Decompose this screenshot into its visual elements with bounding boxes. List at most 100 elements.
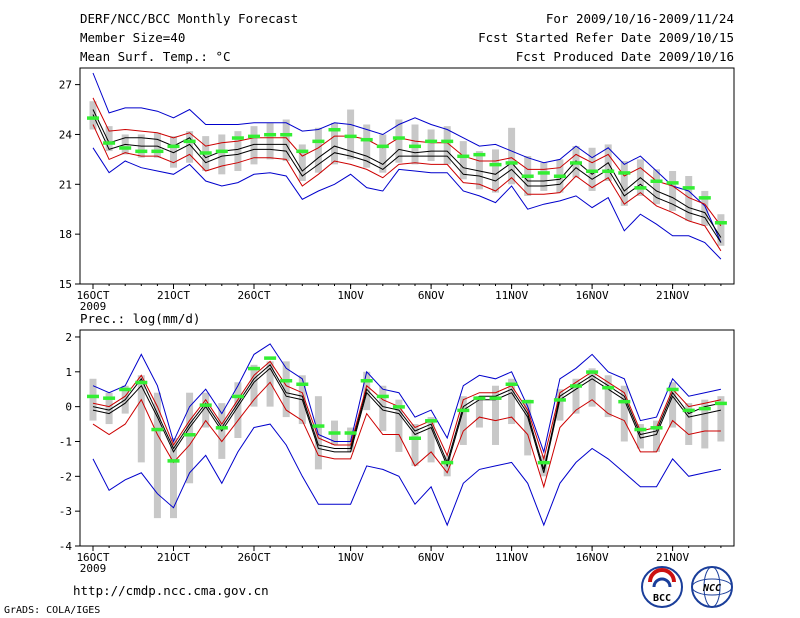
obs-marker	[103, 396, 116, 400]
x-year-label: 2009	[80, 300, 107, 313]
obs-marker	[634, 186, 647, 190]
series-lower_spread-line	[92, 381, 721, 489]
x-tick-label: 26OCT	[237, 289, 270, 302]
ensemble-box	[202, 392, 210, 428]
series-lower-line	[92, 114, 722, 243]
ensemble-box	[218, 134, 226, 175]
obs-marker	[151, 149, 164, 154]
obs-marker	[425, 139, 438, 144]
temperature-chart: 15 18 21 24 27 16OCT 21OCT 26OCT 1NOV 6NOV 11NOV 16…	[59, 72, 727, 313]
y-tick-label: 2	[65, 331, 72, 344]
ensemble-box	[717, 396, 725, 442]
ensemble-box	[653, 420, 660, 452]
ensemble-box	[411, 424, 419, 466]
series-max-line	[92, 343, 722, 454]
ensemble-box	[540, 455, 548, 477]
ensemble-box	[508, 378, 516, 425]
ensemble-box	[475, 396, 483, 428]
ensemble-box	[524, 399, 532, 456]
series-upper-line	[92, 360, 722, 461]
obs-marker	[521, 174, 534, 178]
ensemble-box	[572, 378, 580, 414]
x-tick-label: 11NOV	[495, 289, 528, 302]
obs-marker	[167, 144, 180, 149]
ensemble-box	[266, 122, 274, 160]
obs-marker	[409, 144, 421, 149]
series-upper-line	[92, 97, 722, 227]
obs-marker	[457, 154, 470, 159]
obs-marker	[296, 382, 309, 386]
ensemble-box	[234, 131, 242, 172]
precip-plot-frame	[79, 329, 735, 547]
obs-marker	[586, 169, 599, 174]
ensemble-box	[492, 149, 499, 193]
obs-marker	[714, 221, 727, 225]
ensemble-box	[186, 392, 194, 484]
obs-marker	[409, 436, 421, 440]
ensemble-box	[379, 385, 387, 432]
x-tick-label: 16OCT	[76, 551, 109, 564]
y-tick-label: 0	[65, 401, 72, 414]
obs-marker	[296, 149, 309, 154]
obs-marker	[392, 405, 405, 409]
obs-marker	[570, 384, 582, 388]
ensemble-box	[170, 136, 177, 168]
obs-marker	[489, 396, 502, 400]
x-tick-label: 1NOV	[337, 289, 364, 302]
obs-marker	[135, 149, 148, 154]
obs-marker	[183, 433, 196, 437]
obs-marker	[215, 149, 228, 154]
ensemble-box	[395, 119, 403, 163]
ensemble-box	[282, 119, 290, 162]
x-tick-label: 6NOV	[418, 289, 445, 302]
obs-marker	[392, 136, 405, 140]
ensemble-box	[540, 162, 548, 191]
produced-date-label: Fcst Produced Date 2009/10/16	[516, 49, 734, 64]
x-tick-label: 16OCT	[76, 289, 109, 302]
x-tick-label: 16NOV	[576, 551, 609, 564]
obs-marker	[553, 174, 566, 178]
source-url[interactable]: http://cmdp.ncc.cma.gov.cn	[73, 583, 269, 598]
grads-credit: GrADS: COLA/IGES	[4, 605, 100, 616]
ncc-logo-text: NCC	[702, 583, 721, 594]
ensemble-box	[250, 364, 258, 407]
ensemble-box	[508, 127, 516, 185]
obs-marker	[360, 379, 373, 383]
ensemble-box	[105, 126, 113, 152]
obs-marker	[425, 419, 438, 423]
y-tick-label: 15	[59, 278, 72, 291]
y-tick-label: 1	[65, 366, 72, 379]
obs-marker	[344, 134, 357, 139]
ensemble-box	[427, 129, 435, 162]
ensemble-box	[669, 382, 677, 428]
series-min-line	[92, 423, 722, 527]
y-tick-label: -4	[59, 540, 73, 553]
y-tick-label: -3	[59, 505, 72, 518]
y-tick-label: 18	[59, 228, 72, 241]
obs-marker	[312, 139, 325, 144]
ensemble-box	[153, 132, 161, 158]
obs-marker	[570, 161, 582, 165]
ncc-logo: NCC	[691, 566, 733, 608]
obs-marker	[151, 427, 164, 432]
obs-marker	[489, 162, 502, 167]
x-tick-label: 21OCT	[157, 551, 190, 564]
obs-marker	[87, 116, 99, 120]
obs-marker	[183, 139, 196, 144]
ensemble-box	[186, 131, 194, 163]
obs-marker	[328, 431, 341, 435]
obs-marker	[376, 144, 389, 149]
obs-marker	[618, 399, 631, 404]
obs-marker	[650, 426, 663, 430]
ensemble-box	[153, 392, 161, 519]
obs-marker	[199, 403, 212, 407]
series-mean-line	[92, 364, 722, 470]
ensemble-box	[685, 403, 693, 445]
series-lower_spread-line	[92, 124, 722, 252]
ensemble-box	[604, 375, 612, 418]
obs-marker	[103, 141, 116, 145]
ensemble-box	[379, 134, 387, 173]
obs-marker	[248, 134, 260, 139]
y-tick-label: -1	[59, 435, 72, 448]
obs-marker	[666, 181, 679, 185]
